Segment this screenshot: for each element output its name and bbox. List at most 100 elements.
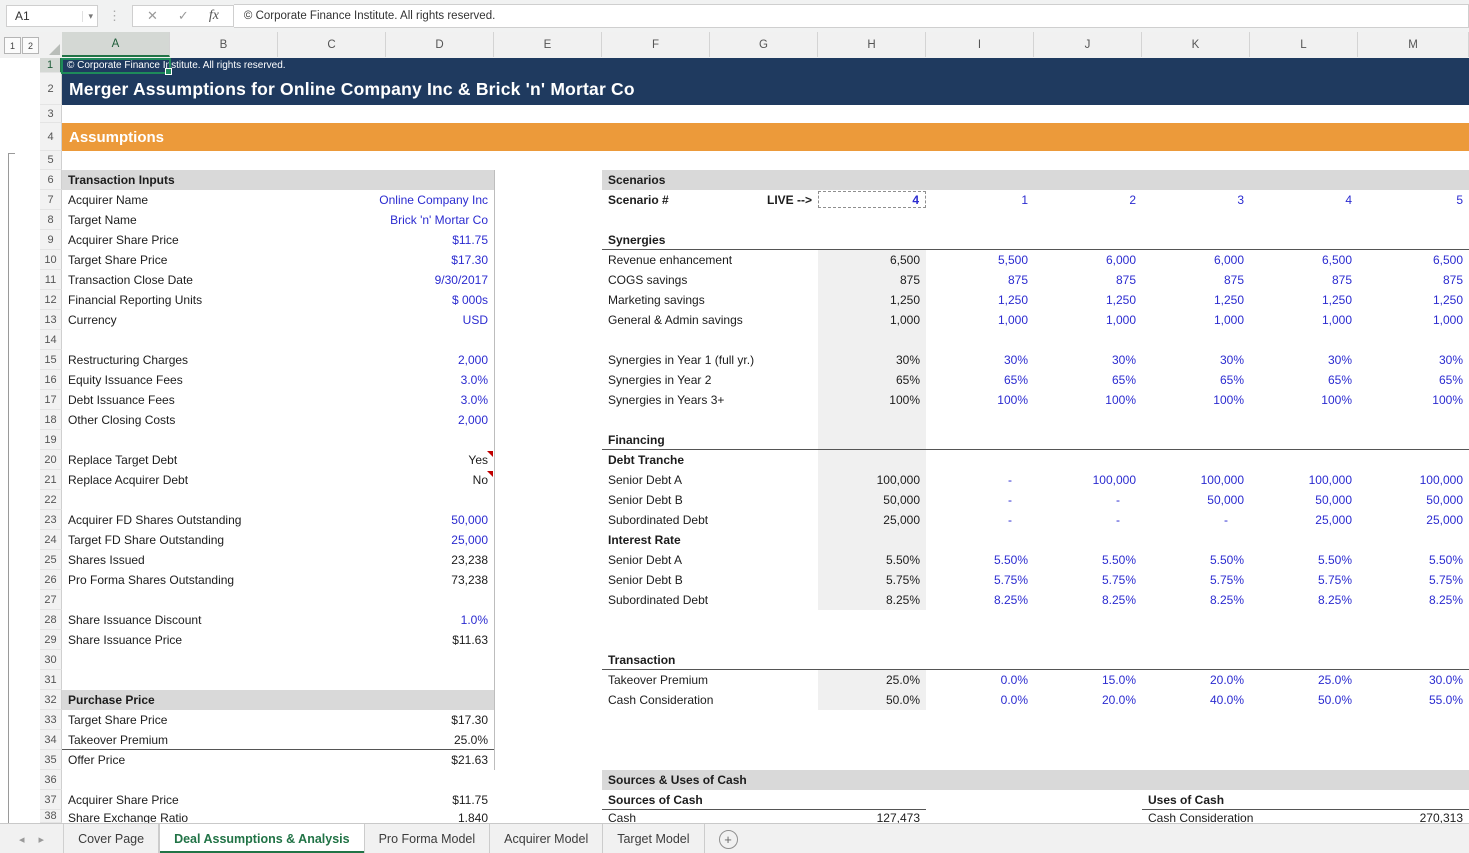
row-header-26[interactable]: 26 bbox=[40, 570, 62, 590]
cell-M25[interactable]: 5.50% bbox=[1428, 553, 1463, 567]
cell-D11[interactable]: 9/30/2017 bbox=[434, 273, 488, 287]
cell-F20[interactable]: Debt Tranche bbox=[608, 453, 685, 467]
fill-handle[interactable] bbox=[165, 68, 172, 75]
cell-L13[interactable]: 1,000 bbox=[1321, 313, 1352, 327]
cell-F22[interactable]: Senior Debt B bbox=[608, 493, 683, 507]
cell-K25[interactable]: 5.50% bbox=[1209, 553, 1244, 567]
cell-H16[interactable]: 65% bbox=[818, 370, 926, 390]
cell-D35[interactable]: $21.63 bbox=[451, 753, 488, 767]
cell-H26[interactable]: 5.75% bbox=[818, 570, 926, 590]
cell-J10[interactable]: 6,000 bbox=[1105, 253, 1136, 267]
row-header-18[interactable]: 18 bbox=[40, 410, 62, 430]
cell-M22[interactable]: 50,000 bbox=[1426, 493, 1463, 507]
cell-M7[interactable]: 5 bbox=[1456, 193, 1463, 207]
cell-K21[interactable]: 100,000 bbox=[1200, 473, 1244, 487]
cell-L12[interactable]: 1,250 bbox=[1321, 293, 1352, 307]
cell-A25[interactable]: Shares Issued bbox=[68, 553, 145, 567]
cell-M13[interactable]: 1,000 bbox=[1432, 313, 1463, 327]
cell-K32[interactable]: 40.0% bbox=[1209, 693, 1244, 707]
cell-A21[interactable]: Replace Acquirer Debt bbox=[68, 473, 189, 487]
cell-A26[interactable]: Pro Forma Shares Outstanding bbox=[68, 573, 235, 587]
cell-K38[interactable]: Cash Consideration bbox=[1148, 811, 1254, 823]
cell-H32[interactable]: 50.0% bbox=[818, 690, 926, 710]
cell-M31[interactable]: 30.0% bbox=[1428, 673, 1463, 687]
cell-D7[interactable]: Online Company Inc bbox=[379, 193, 488, 207]
name-box[interactable]: A1 ▾ bbox=[6, 5, 98, 27]
cell-F27[interactable]: Subordinated Debt bbox=[608, 593, 709, 607]
cell-H23[interactable]: 25,000 bbox=[818, 510, 926, 530]
cell-L22[interactable]: 50,000 bbox=[1315, 493, 1352, 507]
cell-F16[interactable]: Synergies in Year 2 bbox=[608, 373, 712, 387]
cell-M26[interactable]: 5.75% bbox=[1428, 573, 1463, 587]
cell-J11[interactable]: 875 bbox=[1115, 273, 1136, 287]
cell-I21[interactable]: - bbox=[1008, 473, 1012, 487]
col-header-M[interactable]: M bbox=[1358, 32, 1469, 57]
cell-I26[interactable]: 5.75% bbox=[993, 573, 1028, 587]
cell-F19[interactable]: Financing bbox=[602, 430, 1469, 450]
cell-J16[interactable]: 65% bbox=[1111, 373, 1136, 387]
row-header-29[interactable]: 29 bbox=[40, 630, 62, 650]
row-header-25[interactable]: 25 bbox=[40, 550, 62, 570]
cell-F23[interactable]: Subordinated Debt bbox=[608, 513, 709, 527]
cell-D37[interactable]: $11.75 bbox=[452, 793, 488, 807]
row-header-13[interactable]: 13 bbox=[40, 310, 62, 330]
cell-D33[interactable]: $17.30 bbox=[451, 713, 488, 727]
cell-H25[interactable]: 5.50% bbox=[818, 550, 926, 570]
cell-D8[interactable]: Brick 'n' Mortar Co bbox=[390, 213, 488, 227]
row-header-16[interactable]: 16 bbox=[40, 370, 62, 390]
cell-J27[interactable]: 8.25% bbox=[1101, 593, 1136, 607]
cell-L32[interactable]: 50.0% bbox=[1317, 693, 1352, 707]
cell-L23[interactable]: 25,000 bbox=[1315, 513, 1352, 527]
cell-H14[interactable] bbox=[818, 330, 926, 350]
select-all-corner[interactable] bbox=[40, 32, 63, 57]
cell-M16[interactable]: 65% bbox=[1438, 373, 1463, 387]
cell-H24[interactable] bbox=[818, 530, 926, 550]
cell-K12[interactable]: 1,250 bbox=[1213, 293, 1244, 307]
row-header-1[interactable]: 1 bbox=[40, 58, 62, 73]
cell-A15[interactable]: Restructuring Charges bbox=[68, 353, 189, 367]
cell-A34[interactable]: Takeover Premium bbox=[62, 730, 386, 750]
cell-D26[interactable]: 73,238 bbox=[451, 573, 488, 587]
row-header-34[interactable]: 34 bbox=[40, 730, 62, 750]
cell-A18[interactable]: Other Closing Costs bbox=[68, 413, 176, 427]
col-header-K[interactable]: K bbox=[1142, 32, 1250, 57]
cell-M23[interactable]: 25,000 bbox=[1426, 513, 1463, 527]
formula-bar[interactable]: © Corporate Finance Institute. All right… bbox=[233, 4, 1469, 28]
cell-K26[interactable]: 5.75% bbox=[1209, 573, 1244, 587]
cell-J17[interactable]: 100% bbox=[1105, 393, 1136, 407]
cell-M11[interactable]: 875 bbox=[1442, 273, 1463, 287]
cell-F10[interactable]: Revenue enhancement bbox=[608, 253, 733, 267]
insert-function-icon[interactable]: fx bbox=[208, 8, 219, 23]
cell-I12[interactable]: 1,250 bbox=[997, 293, 1028, 307]
cell-D29[interactable]: $11.63 bbox=[452, 633, 488, 647]
confirm-entry-icon[interactable]: ✓ bbox=[177, 8, 189, 23]
cell-M12[interactable]: 1,250 bbox=[1432, 293, 1463, 307]
cell-A2[interactable]: Merger Assumptions for Online Company In… bbox=[69, 78, 635, 99]
row-header-33[interactable]: 33 bbox=[40, 710, 62, 730]
cell-F31[interactable]: Takeover Premium bbox=[608, 673, 709, 687]
cell-H21[interactable]: 100,000 bbox=[818, 470, 926, 490]
row-header-4[interactable]: 4 bbox=[40, 123, 62, 151]
cell-K23[interactable]: - bbox=[1224, 513, 1228, 527]
cell-D12[interactable]: $ 000s bbox=[451, 293, 488, 307]
next-sheet-icon[interactable]: ▸ bbox=[38, 833, 45, 846]
cell-I11[interactable]: 875 bbox=[1007, 273, 1028, 287]
cell-A28[interactable]: Share Issuance Discount bbox=[68, 613, 202, 627]
cell-H12[interactable]: 1,250 bbox=[818, 290, 926, 310]
cell-F37[interactable]: Sources of Cash bbox=[602, 790, 926, 810]
cell-L25[interactable]: 5.50% bbox=[1317, 553, 1352, 567]
cell-M32[interactable]: 55.0% bbox=[1428, 693, 1463, 707]
cell-A11[interactable]: Transaction Close Date bbox=[68, 273, 193, 287]
cell-M10[interactable]: 6,500 bbox=[1432, 253, 1463, 267]
cell-D15[interactable]: 2,000 bbox=[457, 353, 488, 367]
tab-acquirer-model[interactable]: Acquirer Model bbox=[490, 824, 604, 853]
cell-A29[interactable]: Share Issuance Price bbox=[68, 633, 183, 647]
col-header-A[interactable]: A bbox=[62, 32, 170, 57]
cell-I7[interactable]: 1 bbox=[1021, 193, 1028, 207]
row-header-32[interactable]: 32 bbox=[40, 690, 62, 710]
cell-K15[interactable]: 30% bbox=[1219, 353, 1244, 367]
cell-J31[interactable]: 15.0% bbox=[1101, 673, 1136, 687]
cell-J7[interactable]: 2 bbox=[1129, 193, 1136, 207]
cell-M21[interactable]: 100,000 bbox=[1419, 473, 1463, 487]
row-header-21[interactable]: 21 bbox=[40, 470, 62, 490]
